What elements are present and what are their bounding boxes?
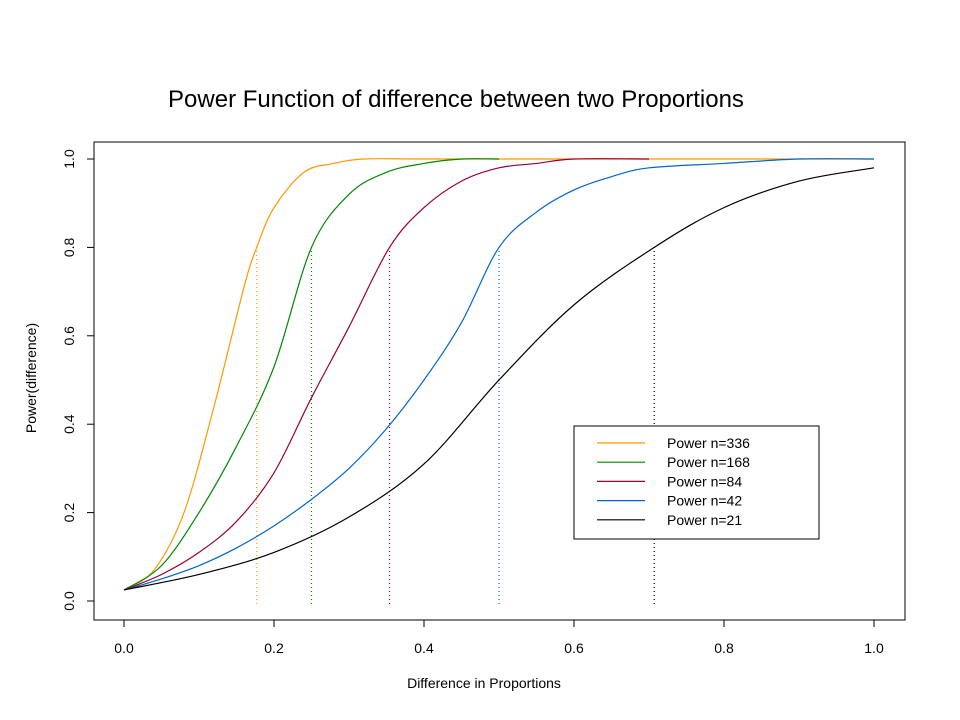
legend-label: Power n=42: [667, 493, 742, 509]
y-tick-label: 0.8: [61, 237, 77, 257]
legend-label: Power n=336: [667, 435, 750, 451]
y-tick-label: 0.6: [61, 326, 77, 346]
series-line: [123, 158, 875, 591]
y-tick-label: 1.0: [61, 149, 77, 169]
x-axis: 0.0 0.2 0.4 0.6 0.8 1.0: [114, 619, 884, 656]
series-line: [123, 167, 875, 591]
x-tick-label: 1.0: [864, 640, 884, 656]
y-tick-label: 0.0: [61, 591, 77, 611]
x-tick-label: 0.2: [264, 640, 284, 656]
y-tick-label: 0.2: [61, 503, 77, 523]
chart-title: Power Function of difference between two…: [168, 86, 744, 113]
x-axis-label: Difference in Proportions: [407, 675, 561, 691]
legend: Power n=336 Power n=168 Power n=84 Power n=…: [573, 425, 820, 540]
x-tick-label: 0.4: [414, 640, 434, 656]
y-axis: 0.0 0.2 0.4 0.6 0.8 1.0: [61, 149, 95, 611]
series-line: [123, 158, 874, 591]
plot-frame: [93, 141, 906, 621]
series-lines: [123, 158, 875, 591]
legend-label: Power n=84: [667, 473, 742, 489]
x-tick-label: 0.6: [564, 640, 584, 656]
y-tick-label: 0.4: [61, 414, 77, 434]
series-line: [123, 158, 500, 591]
legend-label: Power n=21: [667, 512, 742, 528]
x-tick-label: 0.8: [714, 640, 734, 656]
x-tick-label: 0.0: [114, 640, 134, 656]
legend-label: Power n=168: [667, 454, 750, 470]
series-line: [123, 158, 650, 591]
y-axis-label: Power(difference): [23, 323, 39, 433]
